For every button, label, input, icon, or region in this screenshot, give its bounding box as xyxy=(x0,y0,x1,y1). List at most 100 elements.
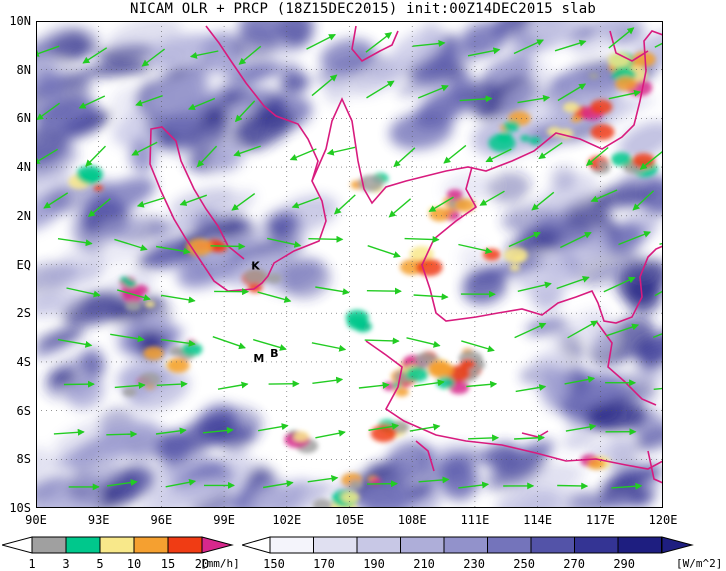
wind-vector xyxy=(418,476,450,484)
wind-vector xyxy=(160,294,196,304)
wind-vector xyxy=(654,42,663,48)
cloud-patch xyxy=(154,79,213,109)
cloud-patch xyxy=(36,68,65,99)
wind-vector xyxy=(458,243,493,255)
lat-label: 10S xyxy=(9,501,31,515)
wind-vector xyxy=(312,376,344,384)
wind-vector xyxy=(308,235,344,243)
precip-cell xyxy=(174,347,184,354)
precip-cell xyxy=(181,342,203,357)
wind-vector xyxy=(57,338,93,348)
wind-vector xyxy=(567,320,599,339)
wind-vector xyxy=(608,89,642,100)
cloud-patch xyxy=(155,480,231,508)
wind-vector xyxy=(367,245,401,258)
precip-tick-label: 1 xyxy=(28,557,36,571)
wind-vector xyxy=(253,338,287,351)
olr-tick-label: 250 xyxy=(513,557,535,571)
olr-colorbar xyxy=(242,536,694,554)
wind-vector xyxy=(53,428,85,436)
precip-cell xyxy=(341,491,360,504)
lon-label: 96E xyxy=(150,513,173,527)
cloud-patch xyxy=(614,170,663,209)
cloud-patch xyxy=(111,86,146,118)
wind-vector xyxy=(557,482,589,490)
lat-label: 6N xyxy=(16,111,31,126)
wind-vector xyxy=(531,191,555,211)
wind-vector xyxy=(36,148,58,165)
precip-tick-label: 3 xyxy=(62,557,70,571)
olr-tick-label: 150 xyxy=(263,557,285,571)
precip-cell xyxy=(503,120,520,132)
precip-cell xyxy=(415,258,443,277)
cloud-patch xyxy=(36,326,86,349)
cloud-patch xyxy=(323,78,351,104)
cloud-patch xyxy=(414,87,472,129)
precip-cell xyxy=(563,102,580,113)
precip-cell xyxy=(513,255,525,263)
cloud-patch xyxy=(228,109,295,151)
precip-cell xyxy=(405,366,429,382)
cloud-patch xyxy=(183,54,229,84)
lon-label: 114E xyxy=(523,513,553,527)
cloud-patch xyxy=(550,166,577,191)
wind-vector xyxy=(311,74,338,97)
precip-cell xyxy=(125,301,142,312)
precip-cell xyxy=(588,72,600,80)
wind-vector xyxy=(358,381,390,389)
cloud-patch xyxy=(235,86,274,109)
precip-cell xyxy=(529,136,541,145)
olr-tick-label: 270 xyxy=(563,557,585,571)
cloud-patch xyxy=(525,316,569,337)
wind-vector xyxy=(514,322,547,339)
wind-vector xyxy=(653,387,663,390)
precip-cell xyxy=(610,152,632,167)
wind-vector xyxy=(458,481,490,489)
wind-vector xyxy=(234,100,256,123)
colorbar-box xyxy=(133,536,169,554)
wind-vector xyxy=(556,275,590,290)
precip-cell xyxy=(488,134,516,152)
cloud-patch xyxy=(209,140,246,172)
precip-cell xyxy=(370,477,382,485)
wind-vector xyxy=(413,293,449,301)
precip-cell xyxy=(590,99,613,115)
wind-vector xyxy=(78,95,106,109)
lon-label: 117E xyxy=(585,513,615,527)
wind-vector xyxy=(388,198,412,218)
wind-vector xyxy=(517,281,552,292)
wind-vector xyxy=(257,291,292,303)
wind-vector xyxy=(117,289,151,301)
wind-vector xyxy=(618,231,652,246)
cloud-patch xyxy=(68,41,101,58)
lat-label: 8N xyxy=(16,62,31,77)
lon-label: 90E xyxy=(25,513,47,527)
precip-cell xyxy=(346,315,368,330)
wind-vector xyxy=(590,189,618,203)
wind-vector xyxy=(366,480,398,488)
lat-label: 6S xyxy=(16,403,31,418)
cloud-patch xyxy=(36,140,79,182)
cloud-patch xyxy=(466,81,502,120)
wind-vector xyxy=(135,95,163,107)
wind-vector xyxy=(114,238,148,252)
precip-cell xyxy=(93,184,103,191)
olr-tick-label: 190 xyxy=(363,557,385,571)
cloud-patch xyxy=(224,442,252,476)
wind-vector xyxy=(365,32,393,53)
colorbar-box xyxy=(400,536,445,554)
wind-vector xyxy=(291,196,320,209)
lon-label: 108E xyxy=(397,513,427,527)
olr-tick-label: 170 xyxy=(313,557,335,571)
wind-vector xyxy=(85,145,106,167)
wind-vector xyxy=(333,194,356,215)
cloud-patch xyxy=(81,61,155,77)
wind-vector xyxy=(508,231,541,248)
wind-vector xyxy=(611,482,643,490)
cloud-patch xyxy=(157,430,192,466)
cloud-patch xyxy=(630,487,656,507)
precip-cell xyxy=(143,346,164,360)
precip-cell xyxy=(124,280,137,288)
olr-tick-label: 290 xyxy=(613,557,636,571)
cloud-patch xyxy=(53,418,118,455)
